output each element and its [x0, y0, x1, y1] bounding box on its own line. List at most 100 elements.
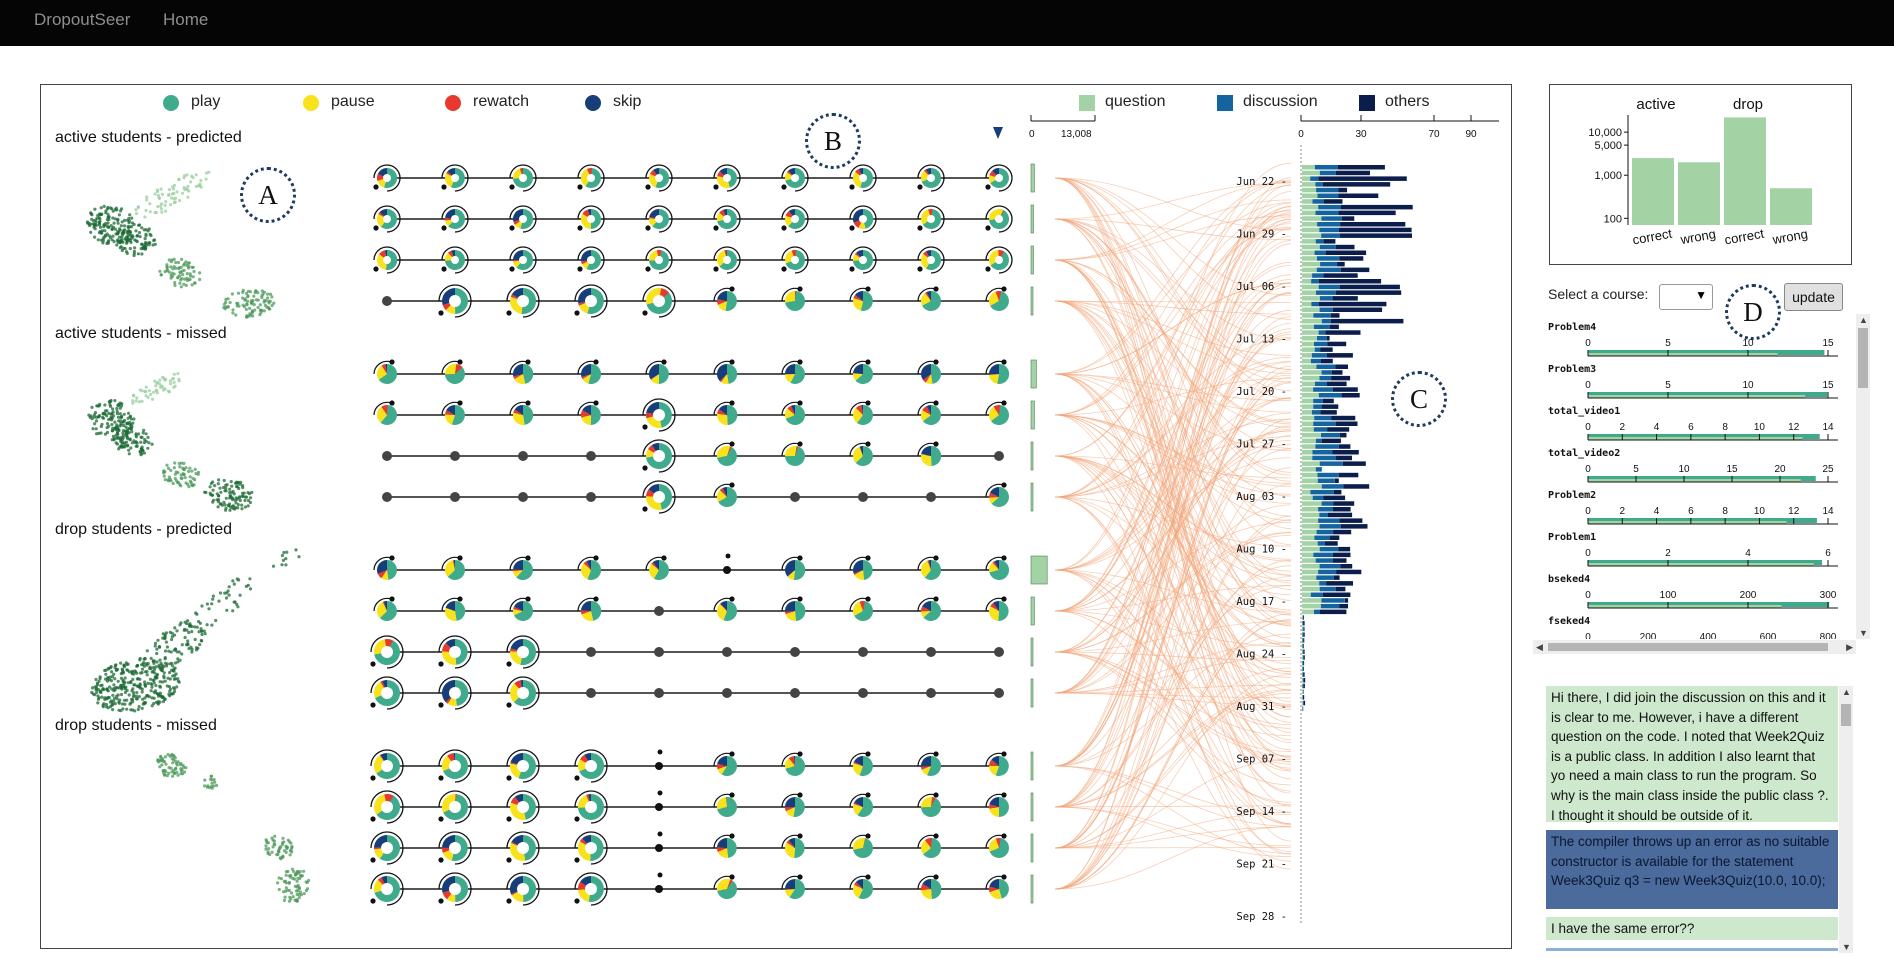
action-slice	[925, 292, 931, 301]
action-slice	[784, 889, 795, 890]
action-slice	[994, 560, 999, 570]
scroll-up-icon[interactable]: ▲	[1859, 315, 1868, 325]
scroll-right-icon[interactable]: ▶	[1846, 642, 1853, 652]
empty-step-dot	[926, 688, 936, 698]
update-button[interactable]: update	[1784, 283, 1843, 311]
glyph-arc	[781, 442, 800, 457]
action-slice	[373, 755, 387, 774]
post-bar-question	[1302, 210, 1316, 216]
home-link[interactable]: Home	[163, 10, 209, 29]
flow-line	[1054, 337, 1292, 498]
projection-point	[167, 649, 171, 653]
projection-point	[183, 627, 187, 631]
feature-axis-label: 2	[1620, 422, 1626, 433]
projection-point	[105, 687, 109, 691]
flow-line	[1054, 228, 1292, 890]
post-bar-question	[1302, 267, 1317, 273]
projection-point	[103, 697, 107, 702]
action-slice	[716, 797, 727, 810]
projection-point	[176, 760, 180, 764]
projection-point	[111, 426, 115, 430]
action-slice	[582, 405, 591, 415]
scroll-thumb[interactable]	[1548, 643, 1828, 651]
projection-point	[136, 684, 140, 688]
scroll-thumb[interactable]	[1841, 704, 1851, 726]
feature-list-panel[interactable]: Problem4 0 5 10 15 Problem3 0 5 10 15 total_video1…	[1548, 314, 1852, 639]
projection-point	[103, 403, 107, 407]
projection-point	[128, 246, 132, 251]
projection-point	[95, 690, 99, 695]
glyph-hole	[791, 256, 799, 264]
post-bar-others	[1340, 222, 1406, 227]
projection-point	[102, 204, 106, 208]
feature-dist-active	[1588, 476, 1816, 481]
post-bar-others	[1327, 341, 1347, 347]
feature-list-vertical-scrollbar[interactable]: ▲ ▼	[1856, 314, 1870, 639]
post-bar-question	[1302, 239, 1316, 244]
projection-point	[231, 308, 235, 312]
feature-name: bseked4	[1548, 574, 1590, 585]
posts-vertical-scrollbar[interactable]: ▲ ▼	[1839, 686, 1853, 953]
projection-point	[126, 662, 130, 666]
post-bar-question	[1302, 501, 1322, 506]
flow-line	[1054, 535, 1292, 653]
scroll-down-icon[interactable]: ▼	[1859, 628, 1868, 638]
projection-point	[184, 283, 188, 287]
projection-point	[90, 405, 94, 409]
post-bar-others	[1331, 370, 1343, 375]
feature-dist-drop	[1588, 353, 1778, 356]
post-bar-discussion	[1313, 421, 1336, 426]
projection-point	[286, 838, 290, 842]
brand-link[interactable]: DropoutSeer	[34, 10, 131, 29]
empty-step-dot	[450, 451, 460, 461]
flow-line	[1054, 504, 1292, 694]
glyph-arc	[642, 284, 676, 318]
glyph-marker	[797, 359, 803, 365]
scroll-down-icon[interactable]: ▼	[1842, 942, 1851, 952]
action-slice	[785, 807, 795, 817]
scroll-up-icon[interactable]: ▲	[1842, 687, 1851, 697]
glyph-hole	[791, 215, 799, 223]
projection-point	[260, 294, 264, 298]
feature-list-horizontal-scrollbar[interactable]: ◀ ▶	[1533, 640, 1856, 654]
projection-point	[143, 670, 148, 674]
action-slice	[717, 446, 737, 466]
post-bar-question	[1302, 193, 1318, 198]
projection-point	[162, 773, 166, 777]
projection-point	[123, 690, 128, 695]
glyph-arc	[849, 205, 877, 233]
projection-point	[297, 892, 301, 897]
feature-axis-label: 14	[1822, 422, 1834, 433]
projection-point	[140, 667, 145, 671]
post-bar-others	[1329, 324, 1339, 330]
action-slice	[921, 766, 931, 770]
flow-line	[1054, 243, 1292, 890]
forum-posts-panel[interactable]: Hi there, I did join the discussion on t…	[1546, 686, 1851, 953]
projection-point	[155, 647, 159, 651]
glyph-arc	[985, 401, 1004, 416]
post-bar-question	[1302, 461, 1320, 466]
action-slice	[588, 363, 602, 384]
scroll-thumb[interactable]	[1858, 328, 1868, 388]
projection-point	[111, 708, 115, 712]
post-bar-discussion	[1302, 649, 1304, 654]
projection-point	[143, 656, 147, 661]
projection-point	[155, 651, 159, 656]
action-slice	[580, 410, 591, 418]
projection-point	[137, 231, 142, 235]
course-select-dropdown[interactable]: ▼	[1659, 284, 1713, 310]
projection-point	[144, 432, 148, 436]
timeline-date-label: Jul 13 -	[1236, 334, 1287, 346]
projection-point	[277, 887, 281, 892]
feature-axis-label: 0	[1585, 380, 1591, 391]
projection-point	[134, 432, 138, 436]
scroll-left-icon[interactable]: ◀	[1536, 642, 1543, 652]
post-bar-question	[1302, 187, 1317, 193]
action-slice	[381, 570, 389, 581]
projection-point	[182, 467, 186, 471]
glyph-arc	[373, 556, 392, 571]
empty-step-dot	[790, 492, 800, 502]
feature-axis-label: 8	[1722, 422, 1728, 433]
projection-point	[213, 484, 217, 488]
glyph-arc	[985, 834, 1004, 849]
